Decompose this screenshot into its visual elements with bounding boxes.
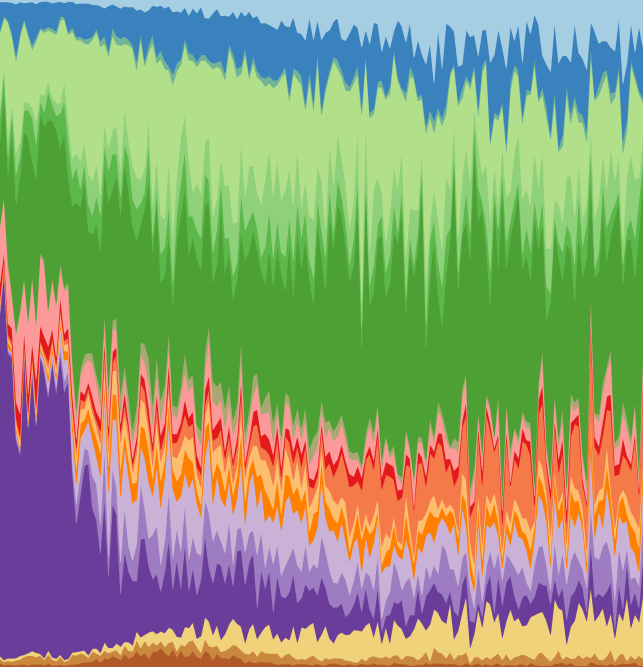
area-series-s19 <box>0 0 643 84</box>
